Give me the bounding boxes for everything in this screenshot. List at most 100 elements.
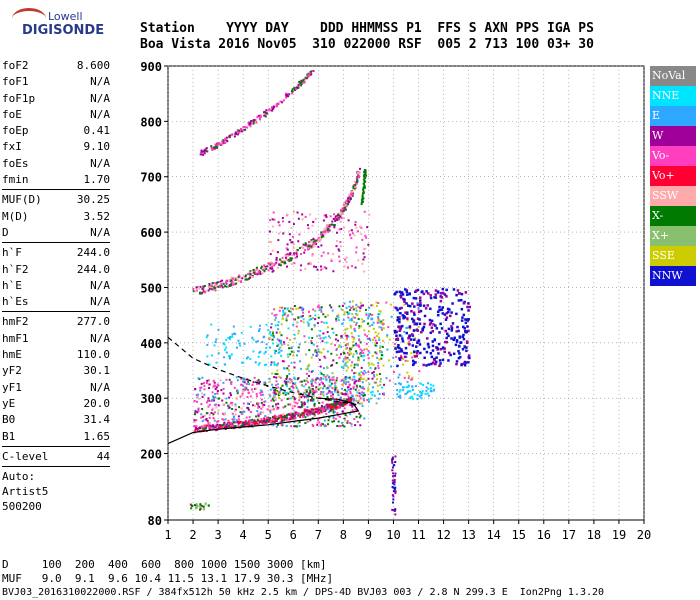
param-row: B0 31.4 xyxy=(2,412,110,428)
spread-f-point xyxy=(245,386,248,389)
nnw-point xyxy=(460,307,464,311)
spread-f-point xyxy=(283,307,286,310)
nnw-point xyxy=(452,352,456,356)
spread-f-point xyxy=(276,344,279,347)
spread-f-point xyxy=(261,405,264,408)
multihop-point xyxy=(292,243,295,246)
spread-f-point xyxy=(197,377,200,380)
spread-f-point xyxy=(303,379,306,382)
spread-f-point xyxy=(276,393,279,396)
sse-point xyxy=(356,364,359,367)
multihop-point xyxy=(367,243,370,246)
multihop-point xyxy=(203,285,206,288)
spread-f-point xyxy=(292,351,295,354)
nnw-point xyxy=(414,297,418,300)
spread-f-point xyxy=(300,396,303,399)
multihop-point xyxy=(307,246,310,249)
spread-f-point xyxy=(279,389,282,392)
nnw-point xyxy=(396,346,400,349)
o-trace-point xyxy=(321,407,324,410)
spread-f-point xyxy=(377,397,380,400)
sse-point xyxy=(392,356,395,359)
spread-f-point xyxy=(272,391,275,394)
multihop-point xyxy=(297,83,300,86)
echo-point xyxy=(420,397,423,400)
multihop-point xyxy=(204,290,207,293)
spread-f-point xyxy=(254,361,257,364)
spread-f-point xyxy=(285,416,288,419)
o-trace-point xyxy=(281,419,284,422)
spread-f-point xyxy=(244,386,247,389)
o-trace-point xyxy=(248,419,251,422)
spread-f-point xyxy=(288,387,291,390)
y-tick-label: 800 xyxy=(140,115,162,129)
spread-f-point xyxy=(211,407,214,410)
spread-f-point xyxy=(228,357,231,360)
spread-f-point xyxy=(353,366,356,369)
spread-f-point xyxy=(215,406,218,409)
multihop-point xyxy=(221,286,224,289)
sse-point xyxy=(365,342,368,345)
param-row: hmF2 277.0 xyxy=(2,314,110,330)
nnw-point xyxy=(445,336,448,340)
spread-f-point xyxy=(302,385,305,388)
spread-f-point xyxy=(369,366,372,369)
x-trace-point xyxy=(362,186,365,189)
sse-point xyxy=(403,303,406,306)
spread-f-point xyxy=(234,403,237,406)
spread-f-point xyxy=(363,370,366,373)
nnw-point xyxy=(445,332,449,336)
spread-f-point xyxy=(317,350,320,353)
multihop-point xyxy=(242,126,245,129)
nnw-point xyxy=(405,302,408,305)
multihop-point xyxy=(202,285,205,288)
sse-point xyxy=(359,374,362,377)
nnw-point xyxy=(466,305,469,309)
o-trace-point xyxy=(293,416,296,419)
spread-f-point xyxy=(335,353,338,356)
nnw-point xyxy=(431,349,435,352)
nnw-point xyxy=(412,359,415,363)
multihop-point xyxy=(334,215,337,218)
param-row: M(D) 3.52 xyxy=(2,209,110,225)
spread-f-point xyxy=(243,389,246,392)
spread-f-point xyxy=(330,382,333,385)
multihop-point xyxy=(308,241,311,244)
nnw-point xyxy=(401,339,405,343)
multihop-point xyxy=(216,146,219,149)
o-trace-point xyxy=(349,400,352,403)
multihop-point xyxy=(312,238,315,241)
nnw-point xyxy=(445,340,449,344)
spread-f-point xyxy=(344,388,347,391)
spread-f-point xyxy=(208,413,211,416)
spread-f-point xyxy=(303,401,306,404)
spread-f-point xyxy=(207,399,210,402)
multihop-point xyxy=(236,130,239,133)
spread-f-point xyxy=(199,389,202,392)
spread-f-point xyxy=(363,399,366,402)
multihop-point xyxy=(298,80,301,83)
spread-f-point xyxy=(367,377,370,380)
spread-f-point xyxy=(274,349,277,352)
spread-f-point xyxy=(236,379,239,382)
nnw-point xyxy=(457,299,461,302)
multihop-point xyxy=(269,267,272,270)
o-trace-point xyxy=(307,413,310,416)
multihop-point xyxy=(224,141,227,144)
echo-point xyxy=(399,389,402,392)
multihop-point xyxy=(329,215,332,218)
spread-f-point xyxy=(340,335,343,338)
multihop-point xyxy=(230,276,233,279)
spread-f-point xyxy=(243,381,246,384)
param-value: N/A xyxy=(90,295,110,309)
o-trace-point xyxy=(287,418,290,421)
spread-f-point xyxy=(278,351,281,354)
spread-f-point xyxy=(256,380,259,383)
o-trace-point xyxy=(239,420,242,423)
spread-f-point xyxy=(369,391,372,394)
spread-f-point xyxy=(351,405,354,408)
spread-f-point xyxy=(275,313,278,316)
sse-point xyxy=(390,315,393,318)
spread-f-point xyxy=(354,388,357,391)
sse-point xyxy=(352,353,355,356)
